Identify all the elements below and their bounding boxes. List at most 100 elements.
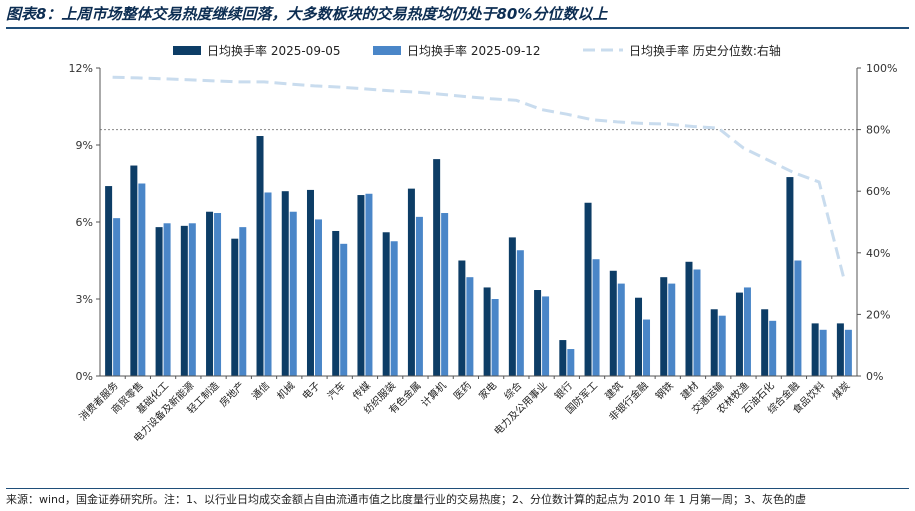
- category-label: 银行: [552, 379, 575, 402]
- bar-0912: [441, 213, 449, 376]
- bar-0905: [206, 211, 214, 376]
- bar-0905: [306, 189, 314, 376]
- bar-0912: [466, 277, 474, 376]
- right-tick-label: 100%: [866, 62, 897, 75]
- bar-0905: [281, 191, 289, 376]
- bar-0905: [584, 202, 592, 376]
- bar-0905: [559, 340, 567, 376]
- bar-0905: [786, 177, 794, 376]
- bar-0912: [592, 259, 600, 376]
- category-label: 计算机: [418, 379, 448, 409]
- bar-0912: [643, 319, 651, 376]
- bar-0912: [794, 260, 802, 376]
- left-tick-label: 6%: [76, 216, 93, 229]
- bar-0905: [761, 309, 769, 376]
- bar-0905: [155, 227, 163, 376]
- bar-0905: [332, 230, 340, 376]
- legend-label: 日均换手率 2025-09-12: [407, 43, 541, 58]
- bar-0912: [743, 287, 751, 376]
- category-label: 汽车: [325, 379, 348, 402]
- bar-0905: [231, 238, 239, 376]
- right-tick-label: 60%: [866, 185, 890, 198]
- category-label: 建材: [678, 379, 701, 402]
- category-label: 综合: [501, 379, 524, 402]
- turnover-chart: 日均换手率 2025-09-05 日均换手率 2025-09-12 日均换手率 历史…: [69, 43, 898, 445]
- bar-0905: [710, 309, 718, 376]
- category-label: 电子: [299, 379, 322, 402]
- bar-0905: [433, 159, 441, 376]
- bar-0912: [693, 269, 701, 376]
- bar-0912: [314, 219, 322, 376]
- title-divider: [6, 27, 909, 29]
- bar-0912: [819, 329, 827, 376]
- category-label: 消费者服务: [76, 379, 121, 424]
- right-tick-label: 0%: [866, 370, 883, 383]
- bar-series-group: [105, 136, 852, 376]
- bar-0912: [491, 299, 499, 376]
- bar-0912: [718, 315, 726, 376]
- category-label: 传媒: [350, 380, 373, 403]
- bar-0905: [382, 232, 390, 376]
- bar-0912: [567, 349, 575, 376]
- bar-0905: [635, 297, 643, 376]
- legend-label: 日均换手率 历史分位数:右轴: [629, 43, 781, 58]
- bar-0912: [390, 241, 398, 376]
- bar-0905: [458, 260, 466, 376]
- legend-swatch: [373, 46, 401, 55]
- category-label: 建筑: [602, 379, 625, 402]
- bar-0912: [340, 243, 348, 376]
- bar-0905: [357, 195, 365, 376]
- bar-0912: [289, 211, 297, 376]
- percentile-line: [112, 75, 846, 281]
- bar-0905: [609, 270, 617, 376]
- right-tick-label: 20%: [866, 308, 890, 321]
- bar-0912: [264, 192, 272, 376]
- left-tick-label: 3%: [76, 293, 93, 306]
- bar-0905: [534, 290, 542, 376]
- chart-legend: 日均换手率 2025-09-05 日均换手率 2025-09-12 日均换手率 历史…: [173, 43, 781, 58]
- bar-0912: [214, 213, 222, 376]
- bar-0912: [415, 216, 423, 376]
- bar-0905: [836, 323, 844, 376]
- bar-0912: [163, 223, 171, 376]
- percentile-line-group: [112, 75, 846, 281]
- bar-0905: [180, 225, 188, 376]
- chart-title: 图表8：上周市场整体交易热度继续回落，大多数板块的交易热度均仍处于80%分位数以…: [6, 5, 608, 23]
- bar-0912: [188, 223, 196, 376]
- bar-0912: [239, 227, 247, 376]
- bar-0905: [105, 186, 113, 376]
- legend-label: 日均换手率 2025-09-05: [207, 43, 341, 58]
- left-tick-label: 9%: [76, 139, 93, 152]
- bar-0912: [668, 283, 676, 376]
- bar-0905: [130, 165, 138, 376]
- bar-0912: [542, 296, 550, 376]
- source-footnote: 来源：wind，国金证券研究所。注：1、以行业日均成交金额占自由流通市值之比度量…: [6, 493, 806, 506]
- category-label: 通信: [250, 380, 273, 403]
- bar-0905: [256, 136, 264, 376]
- bar-0905: [483, 287, 491, 376]
- bar-0905: [685, 261, 693, 376]
- bar-0905: [407, 188, 415, 376]
- category-label: 钢铁: [653, 379, 676, 402]
- bar-0912: [365, 193, 373, 376]
- left-tick-label: 0%: [76, 370, 93, 383]
- bar-0905: [735, 292, 743, 376]
- category-label: 医药: [451, 380, 474, 403]
- right-tick-label: 40%: [866, 247, 890, 260]
- left-tick-label: 12%: [69, 62, 93, 75]
- category-label: 煤炭: [829, 379, 852, 402]
- bar-0912: [844, 329, 852, 376]
- bar-0912: [516, 250, 524, 376]
- footnote-divider: [6, 488, 909, 489]
- bar-0912: [617, 283, 625, 376]
- category-label: 家电: [476, 379, 499, 402]
- category-label: 房地产: [216, 379, 246, 409]
- bar-0912: [138, 183, 146, 376]
- bar-0912: [113, 218, 121, 376]
- category-label: 机械: [274, 379, 297, 402]
- bar-0905: [508, 237, 516, 376]
- bar-0905: [811, 323, 819, 376]
- bar-0912: [769, 320, 777, 376]
- legend-swatch: [173, 46, 201, 55]
- right-tick-label: 80%: [866, 124, 890, 137]
